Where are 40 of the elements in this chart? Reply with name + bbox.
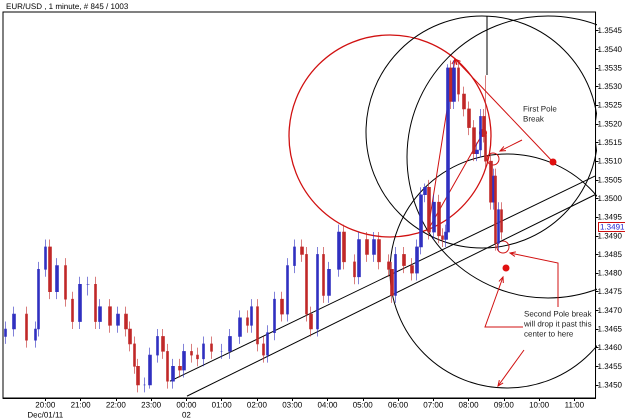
y-tick-label: 1.3530	[598, 82, 623, 92]
x-tick-label: 03:00	[282, 400, 303, 410]
x-tick-label: 09:00	[494, 400, 514, 410]
y-tick-label: 1.3505	[598, 175, 623, 184]
x-tick-label: 23:00	[141, 400, 162, 410]
y-tick-label: 1.3475	[598, 287, 623, 296]
y-tick-label: 1.3525	[598, 100, 623, 110]
y-tick-label: 1.3520	[598, 119, 623, 128]
x-tick-label: 11:00	[564, 400, 585, 410]
y-tick-label: 1.3515	[598, 138, 623, 148]
y-tick-label: 1.3510	[598, 156, 623, 166]
y-tick-label: 1.3485	[598, 250, 623, 259]
y-tick-label: 1.3495	[598, 212, 623, 222]
chart-title: EUR/USD , 1 minute, # 845 / 1003	[6, 2, 129, 11]
x-tick-label: 01:00	[212, 400, 232, 410]
x-tick-label: 20:00 Dec/01/11	[27, 400, 64, 420]
y-tick-label: 1.3535	[598, 63, 623, 72]
x-tick-label: 07:00	[423, 400, 444, 410]
y-tick-label: 1.3455	[598, 362, 623, 371]
text: 1.3491	[600, 222, 625, 232]
y-tick-label: 1.3540	[598, 44, 623, 54]
y-tick-label: 1.3500	[598, 194, 623, 203]
x-tick-label: 22:00	[106, 400, 126, 410]
x-tick-label: 02:00	[246, 400, 268, 410]
y-tick-label: 1.3470	[598, 306, 623, 315]
y-tick-label: 1.3490	[598, 231, 623, 240]
x-tick-label: 21:00	[70, 400, 92, 410]
x-tick-label: 04:00	[317, 400, 338, 410]
y-tick-label: 1.3465	[598, 324, 623, 334]
y-tick-label: 1.3545	[598, 26, 623, 36]
annotation: First Pole Break	[523, 104, 560, 124]
x-tick-label: 06:00	[388, 400, 409, 410]
x-tick-label: 10:00	[529, 400, 550, 410]
annotation: Second Pole break will drop it past this center to here	[523, 310, 594, 338]
y-tick-label: 1.3480	[598, 268, 623, 278]
x-tick-label: 00:00 02	[176, 400, 197, 420]
x-tick-label: 05:00	[352, 400, 374, 410]
y-tick-label: 1.3450	[598, 380, 623, 390]
y-tick-label: 1.3460	[598, 343, 623, 352]
x-tick-label: 08:00	[458, 400, 480, 410]
